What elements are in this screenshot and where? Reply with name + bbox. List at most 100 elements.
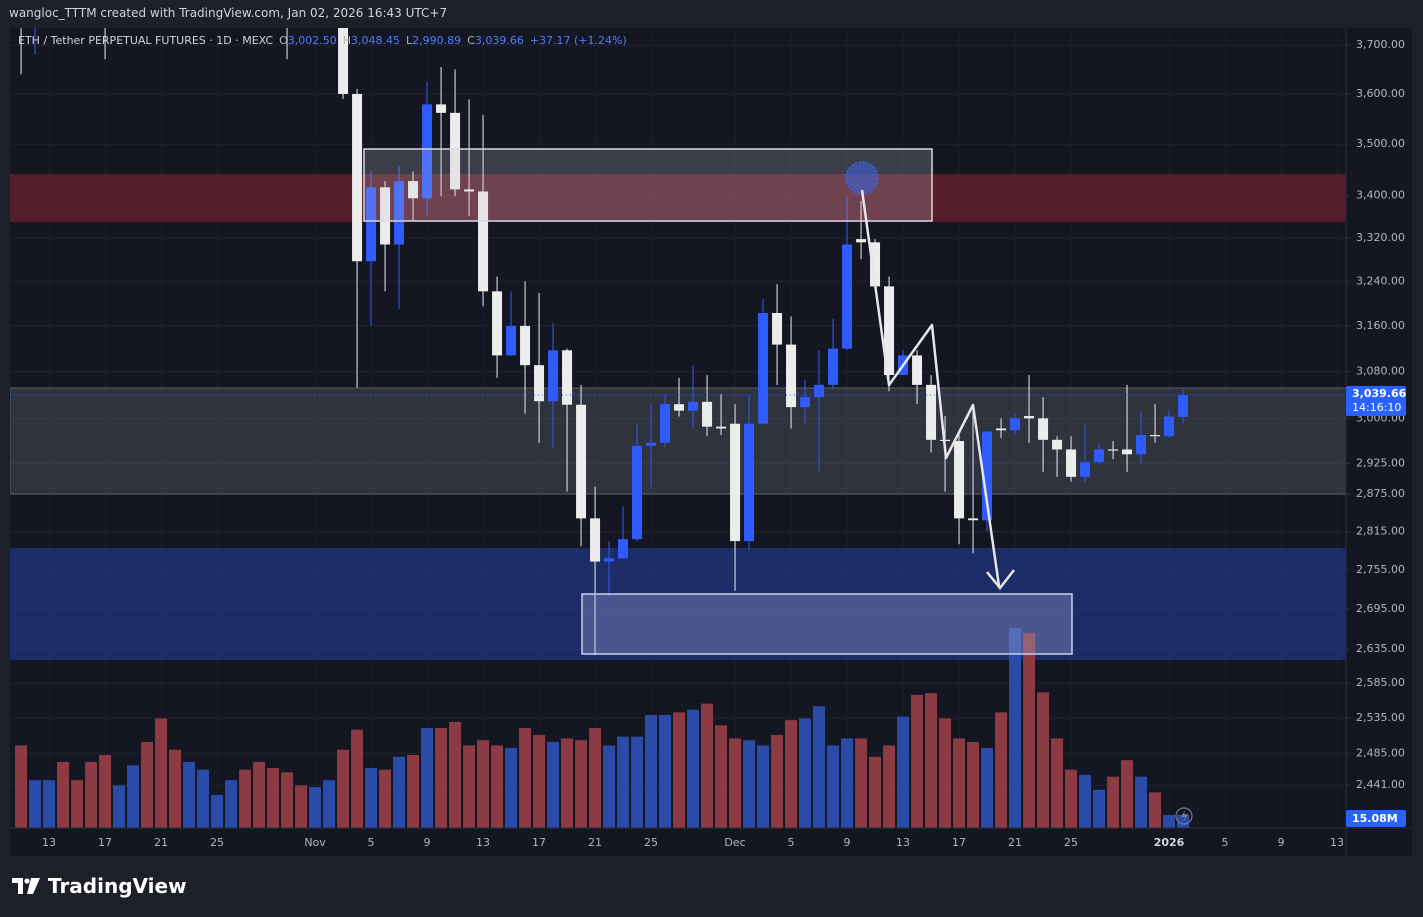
- y-tick-label: 3,240.00: [1356, 274, 1405, 287]
- last-price-box: [1346, 385, 1406, 416]
- replay-icon[interactable]: [1175, 807, 1193, 825]
- volume-bar: [1093, 789, 1106, 828]
- x-tick-label: 17: [532, 836, 546, 849]
- candle-body: [814, 384, 825, 398]
- x-tick-label: 5: [368, 836, 375, 849]
- candle-body: [926, 384, 937, 440]
- brand: TradingView: [12, 874, 187, 898]
- candle-body: [618, 539, 629, 559]
- volume-bar: [659, 714, 672, 828]
- x-tick-label: 13: [896, 836, 910, 849]
- volume-bar: [505, 748, 518, 828]
- x-tick-label: 21: [154, 836, 168, 849]
- y-tick-label: 3,700.00: [1356, 38, 1405, 51]
- volume-bar: [29, 780, 42, 828]
- volume-bar: [85, 761, 98, 828]
- candle-body: [394, 181, 405, 245]
- y-tick-label: 3,080.00: [1356, 365, 1405, 378]
- candle-body: [674, 404, 685, 411]
- candles: [10, 28, 1346, 656]
- volume-bar: [1079, 774, 1092, 828]
- candle-body: [436, 104, 447, 113]
- volume-bar: [463, 745, 476, 828]
- candle-body: [1010, 418, 1021, 431]
- volume-bar: [897, 716, 910, 828]
- volume-bar: [155, 718, 168, 828]
- candle-body: [996, 428, 1007, 431]
- attribution: wangloc_TTTM created with TradingView.co…: [9, 6, 448, 20]
- candle-body: [590, 518, 601, 562]
- candle-body: [702, 401, 713, 427]
- demand-zone: [10, 548, 1346, 660]
- y-tick-label: 2,585.00: [1356, 676, 1405, 689]
- candle-body: [842, 244, 853, 349]
- candle-body: [870, 242, 881, 287]
- volume-bar: [407, 754, 420, 828]
- x-tick-label: 21: [588, 836, 602, 849]
- volume-bar: [57, 761, 70, 828]
- volume-bar: [631, 736, 644, 828]
- marker-circle: [845, 161, 879, 195]
- x-tick-label: 9: [424, 836, 431, 849]
- volume-bar: [771, 734, 784, 828]
- candle-body: [562, 350, 573, 405]
- candle-body: [1136, 435, 1147, 455]
- volume-bar: [981, 748, 994, 828]
- legend-value: 3,048.45: [351, 34, 401, 47]
- legend-value: 3,039.66: [474, 34, 524, 47]
- candle-body: [1038, 418, 1049, 440]
- candle-body: [576, 404, 587, 519]
- candle-body: [828, 348, 839, 385]
- volume-bar: [351, 729, 364, 828]
- candle-body: [1108, 449, 1119, 451]
- volume-bar: [645, 714, 658, 828]
- candle-body: [744, 423, 755, 542]
- legend-key: C: [467, 34, 475, 47]
- volume-bar: [883, 745, 896, 828]
- y-tick-label: 2,635.00: [1356, 642, 1405, 655]
- candle-body: [758, 313, 769, 424]
- volume-bar: [253, 761, 266, 828]
- volume-bar: [589, 728, 602, 828]
- candle-body: [422, 104, 433, 199]
- volume-bar: [1037, 692, 1050, 828]
- volume-bar: [211, 794, 224, 828]
- y-tick-label: 2,925.00: [1356, 456, 1405, 469]
- candle-body: [1024, 415, 1035, 419]
- volume-bar: [113, 785, 126, 828]
- candle-body: [408, 181, 419, 199]
- x-tick-label: 9: [844, 836, 851, 849]
- candle-body: [464, 189, 475, 192]
- candle-body: [632, 445, 643, 540]
- volume-bar: [799, 718, 812, 828]
- volume-bar: [1009, 628, 1022, 828]
- volume-bar: [841, 738, 854, 828]
- volume-bar: [421, 728, 434, 828]
- axis-labels: 3,700.00 3,600.00 3,500.00 3,400.00 3,320.00…: [42, 38, 1407, 849]
- y-tick-label: 3,400.00: [1356, 189, 1405, 202]
- y-tick-label: 2,485.00: [1356, 746, 1405, 759]
- volume-bar: [323, 780, 336, 828]
- volume-bar: [1065, 769, 1078, 828]
- volume-bar: [1023, 633, 1036, 828]
- volume-bar: [1149, 792, 1162, 828]
- y-tick-label: 3,320.00: [1356, 231, 1405, 244]
- candle-body: [450, 112, 461, 190]
- volume-bar: [1177, 814, 1190, 828]
- candle-body: [968, 518, 979, 521]
- volume-bar: [827, 745, 840, 828]
- candle-body: [730, 423, 741, 542]
- y-tick-label: 3,600.00: [1356, 87, 1405, 100]
- volume-bar: [715, 725, 728, 828]
- volume-label: 15.08M: [1352, 812, 1398, 825]
- volume-bar: [687, 709, 700, 828]
- volume-bar: [435, 728, 448, 828]
- candle-body: [1150, 435, 1161, 437]
- candle-body: [1164, 416, 1175, 437]
- candle-body: [1094, 449, 1105, 463]
- candle-body: [716, 426, 727, 429]
- volume-bar: [281, 772, 294, 828]
- x-tick-label: 2026: [1154, 836, 1185, 849]
- x-tick-label: 9: [1278, 836, 1285, 849]
- volume-bar: [1051, 738, 1064, 828]
